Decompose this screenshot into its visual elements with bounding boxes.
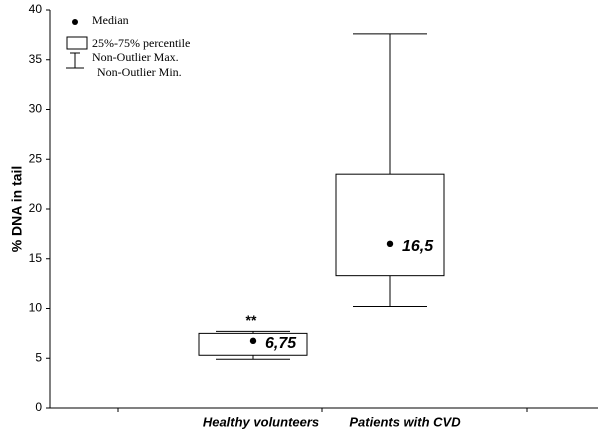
box	[198, 332, 308, 356]
y-tick-label: 30	[29, 102, 43, 116]
y-tick-label: 20	[29, 201, 43, 215]
median	[249, 337, 257, 345]
y-tick-label: 5	[35, 350, 42, 364]
y-tick-label: 0	[35, 400, 42, 414]
y-tick-label: 35	[29, 52, 43, 66]
legend-label: Non-Outlier Max.	[92, 50, 179, 64]
x-tick-label: Healthy volunteers	[203, 414, 319, 429]
y-tick-label: 25	[29, 151, 43, 165]
legend-median-icon	[72, 19, 78, 25]
annotation: **	[246, 312, 257, 328]
median	[386, 240, 394, 248]
box	[335, 173, 445, 277]
legend-box-icon	[66, 36, 88, 50]
y-tick-label: 10	[29, 301, 43, 315]
x-tick-label: Patients with CVD	[349, 414, 461, 429]
legend: Median 25%-75% percentile Non-Outlier Ma…	[66, 13, 190, 79]
y-tick-label: 40	[29, 2, 43, 16]
legend-label: Non-Outlier Min.	[97, 65, 182, 79]
median-label: 6,75	[265, 335, 297, 352]
legend-label: 25%-75% percentile	[92, 36, 190, 50]
median-label: 16,5	[402, 238, 434, 255]
y-tick-label: 15	[29, 251, 43, 265]
legend-label: Median	[92, 13, 129, 27]
y-axis-label: % DNA in tail	[9, 166, 25, 253]
